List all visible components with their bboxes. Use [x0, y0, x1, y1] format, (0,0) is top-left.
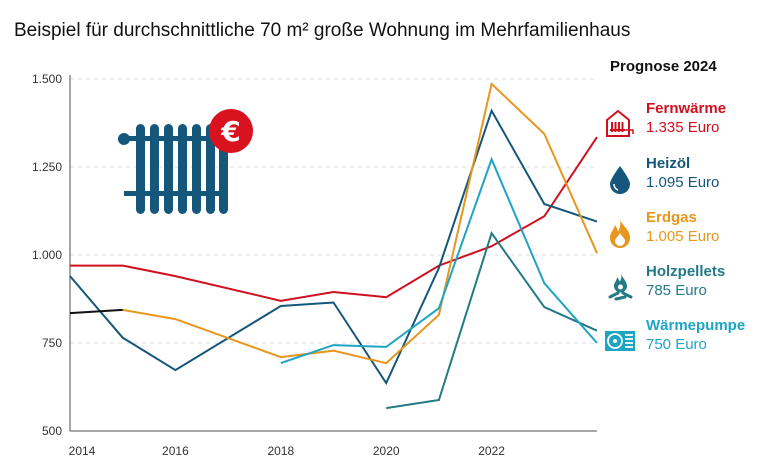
legend-series-name: Wärmepumpe [646, 317, 746, 334]
flame-icon [604, 217, 636, 249]
legend-item-erdgas: Erdgas 1.005 Euro [600, 209, 768, 259]
series-line-wärmepumpe [280, 156, 598, 365]
oil-drop-icon [604, 163, 636, 195]
legend-series-value: 750 Euro [646, 336, 707, 353]
y-tick-label: 1.500 [32, 72, 62, 86]
legend-series-name: Heizöl [646, 155, 691, 172]
y-tick-label: 1.000 [32, 248, 62, 262]
legend-title: Prognose 2024 [610, 58, 717, 75]
legend-series-value: 1.335 Euro [646, 119, 720, 136]
chart-title: Beispiel für durchschnittliche 70 m² gro… [14, 20, 631, 41]
series-line-erdgas [122, 81, 598, 365]
legend-series-name: Fernwärme [646, 100, 727, 117]
x-tick-label: 2022 [478, 444, 505, 457]
legend-series-name: Erdgas [646, 209, 697, 226]
legend-series-value: 785 Euro [646, 282, 707, 299]
legend-series-value: 1.095 Euro [646, 174, 720, 191]
x-tick-label: 2018 [267, 444, 294, 457]
legend-item-holzpellets: Holzpellets 785 Euro [600, 263, 768, 313]
wood-fire-icon [604, 271, 636, 303]
heat-pump-icon [604, 325, 636, 357]
x-tick-label: 2014 [69, 444, 96, 457]
legend: Prognose 2024 Fernwärme 1.335 Euro Heizö… [600, 58, 768, 353]
legend-series-value: 1.005 Euro [646, 228, 720, 245]
district-heating-icon [604, 108, 636, 140]
series-line-unlabeled [69, 308, 123, 315]
legend-item-wärmepumpe: Wärmepumpe 750 Euro [600, 317, 768, 367]
y-tick-label: 750 [42, 336, 62, 350]
radiator-euro-icon: € [118, 109, 253, 214]
y-tick-label: 500 [42, 424, 62, 438]
svg-text:€: € [220, 115, 240, 148]
series-line-heizöl [69, 108, 598, 386]
legend-item-heizöl: Heizöl 1.095 Euro [600, 155, 768, 205]
legend-series-name: Holzpellets [646, 263, 726, 280]
y-tick-label: 1.250 [32, 160, 62, 174]
x-tick-label: 2016 [162, 444, 189, 457]
series-line-holzpellets [386, 230, 598, 410]
legend-item-fernwärme: Fernwärme 1.335 Euro [600, 100, 768, 150]
x-tick-label: 2020 [373, 444, 400, 457]
series-line-fernwärme [70, 136, 598, 302]
